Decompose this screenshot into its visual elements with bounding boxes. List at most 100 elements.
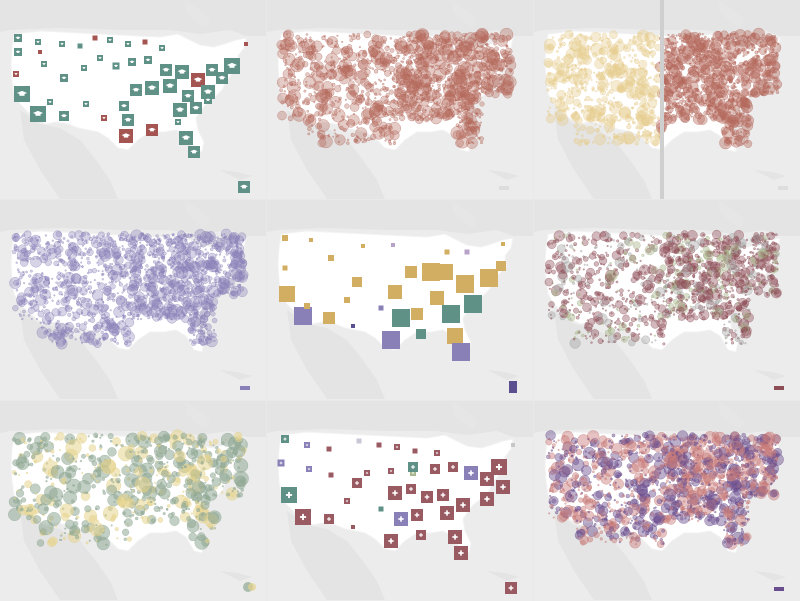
map-marker[interactable] — [566, 48, 577, 60]
graduation-cap-marker[interactable] — [146, 124, 158, 136]
map-marker[interactable] — [472, 121, 475, 124]
map-marker[interactable] — [448, 108, 452, 111]
map-marker[interactable] — [101, 310, 104, 313]
map-marker[interactable] — [395, 55, 400, 60]
map-marker[interactable] — [200, 316, 203, 319]
map-marker[interactable] — [634, 58, 637, 61]
map-marker[interactable] — [695, 94, 698, 97]
map-marker[interactable] — [602, 108, 605, 111]
map-marker[interactable] — [325, 53, 339, 67]
map-marker[interactable] — [556, 56, 561, 60]
map-marker[interactable] — [621, 63, 625, 67]
map-canvas[interactable] — [0, 200, 266, 400]
map-marker[interactable] — [433, 88, 436, 91]
map-marker[interactable] — [189, 295, 202, 308]
map-marker[interactable] — [744, 139, 753, 148]
map-marker[interactable] — [387, 45, 390, 48]
map-marker[interactable] — [223, 255, 226, 258]
map-marker[interactable] — [712, 58, 722, 68]
map-marker[interactable] — [765, 69, 771, 76]
map-marker[interactable] — [184, 241, 189, 245]
map-marker[interactable] — [392, 309, 410, 327]
map-marker[interactable] — [98, 254, 101, 257]
map-marker[interactable] — [577, 103, 583, 108]
map-marker[interactable] — [730, 341, 735, 345]
map-marker[interactable] — [26, 260, 29, 263]
map-marker[interactable] — [96, 341, 100, 345]
map-marker[interactable] — [309, 238, 313, 242]
map-marker[interactable] — [429, 56, 437, 64]
graduation-cap-marker[interactable] — [206, 64, 218, 76]
map-marker[interactable] — [139, 301, 145, 307]
map-marker[interactable] — [150, 282, 153, 285]
map-marker[interactable] — [481, 47, 490, 55]
map-marker[interactable] — [614, 116, 617, 119]
map-marker[interactable] — [282, 84, 286, 88]
map-marker[interactable] — [705, 75, 714, 84]
map-marker[interactable] — [129, 302, 132, 305]
map-marker[interactable] — [184, 259, 187, 262]
map-marker[interactable] — [700, 84, 705, 89]
map-marker[interactable] — [12, 305, 19, 312]
map-marker[interactable] — [121, 245, 124, 248]
map-marker[interactable] — [87, 285, 93, 290]
map-marker[interactable] — [394, 42, 403, 51]
map-marker[interactable] — [452, 343, 470, 361]
map-marker[interactable] — [51, 299, 54, 302]
map-marker[interactable] — [471, 61, 484, 74]
map-marker[interactable] — [320, 113, 324, 117]
map-marker[interactable] — [740, 88, 750, 97]
map-marker[interactable] — [145, 244, 148, 247]
map-marker[interactable] — [728, 95, 734, 101]
map-marker[interactable] — [652, 78, 655, 81]
map-marker[interactable] — [64, 291, 67, 294]
map-marker[interactable] — [309, 95, 317, 103]
map-marker[interactable] — [426, 70, 429, 73]
map-marker[interactable] — [314, 46, 317, 49]
map-marker[interactable] — [418, 70, 422, 75]
map-marker[interactable] — [343, 64, 350, 70]
map-marker[interactable] — [576, 54, 579, 57]
map-marker[interactable] — [592, 337, 595, 340]
map-marker[interactable] — [471, 111, 474, 114]
map-marker[interactable] — [309, 84, 312, 88]
map-marker[interactable] — [434, 64, 437, 67]
map-marker[interactable] — [384, 45, 390, 51]
map-marker[interactable] — [127, 311, 132, 317]
map-marker[interactable] — [345, 57, 348, 61]
map-marker[interactable] — [133, 302, 136, 305]
map-marker[interactable] — [121, 247, 125, 251]
graduation-cap-marker[interactable] — [59, 41, 65, 47]
map-marker[interactable] — [277, 92, 289, 104]
map-marker[interactable] — [298, 55, 303, 61]
map-marker[interactable] — [310, 62, 313, 65]
map-marker[interactable] — [101, 278, 104, 281]
map-marker[interactable] — [85, 280, 89, 284]
map-marker[interactable] — [171, 233, 174, 236]
map-marker[interactable] — [41, 309, 44, 312]
map-marker[interactable] — [82, 243, 85, 246]
map-marker[interactable] — [157, 257, 161, 260]
map-marker[interactable] — [577, 61, 582, 66]
map-marker[interactable] — [317, 119, 330, 132]
map-marker[interactable] — [586, 44, 590, 48]
graduation-cap-marker[interactable] — [244, 42, 248, 46]
map-marker[interactable] — [399, 68, 412, 81]
map-marker[interactable] — [145, 264, 149, 268]
map-marker[interactable] — [374, 97, 377, 100]
map-marker[interactable] — [89, 290, 93, 294]
map-marker[interactable] — [767, 85, 772, 89]
map-marker[interactable] — [378, 50, 381, 53]
map-marker[interactable] — [775, 90, 780, 94]
map-marker[interactable] — [420, 97, 425, 102]
map-marker[interactable] — [153, 248, 156, 251]
map-marker[interactable] — [450, 77, 463, 90]
map-marker[interactable] — [683, 32, 687, 36]
map-marker[interactable] — [728, 63, 733, 68]
map-marker[interactable] — [698, 271, 702, 275]
map-marker[interactable] — [23, 254, 26, 257]
map-marker[interactable] — [631, 121, 635, 124]
map-marker[interactable] — [588, 110, 596, 118]
map-marker[interactable] — [203, 260, 214, 270]
map-marker[interactable] — [31, 289, 38, 297]
